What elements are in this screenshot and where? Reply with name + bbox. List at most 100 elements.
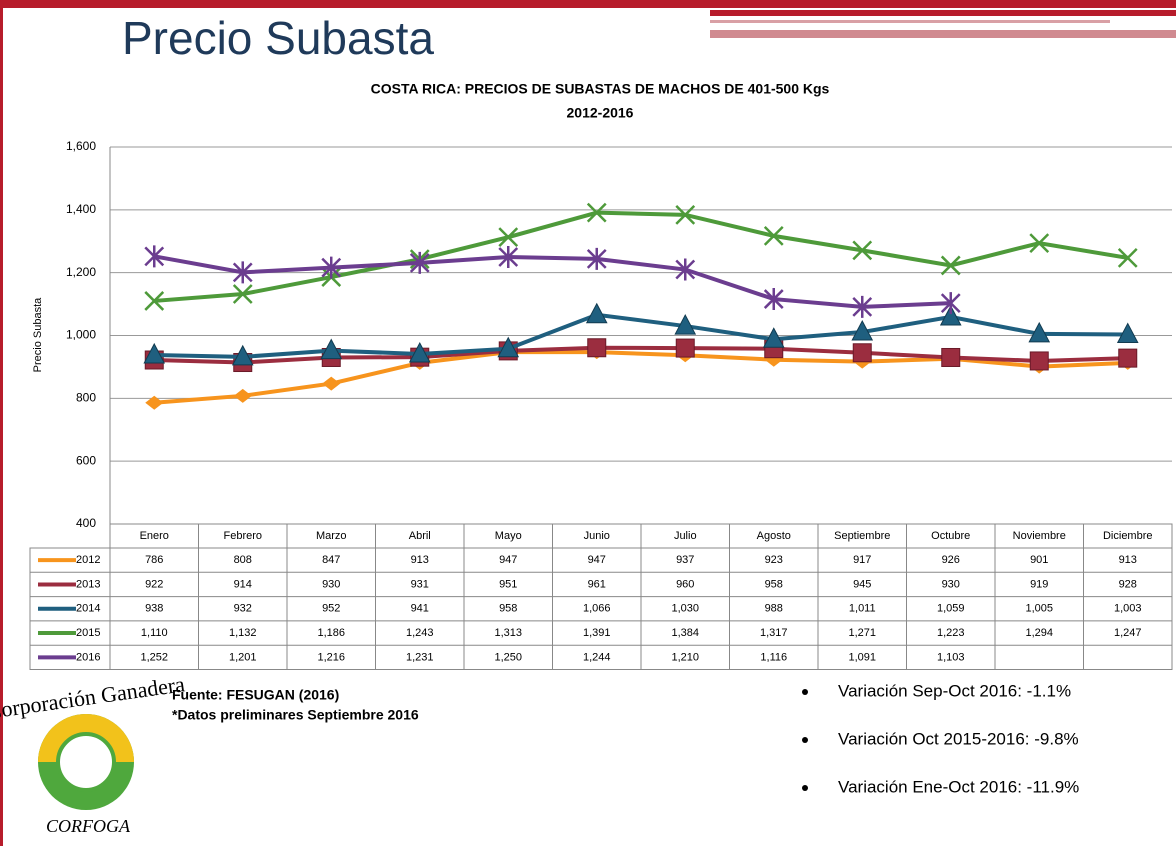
series-line [154,210,1129,303]
x-tick-label: Febrero [223,530,262,542]
source: Fuente: FESUGAN (2016) [172,687,339,703]
table-cell: 1,294 [1025,627,1053,639]
table-cell: 960 [676,578,694,590]
table-cell: 1,110 [141,627,168,639]
table-cell: 1,223 [937,627,965,639]
marker [144,245,165,268]
marker [320,338,343,360]
marker [497,336,520,358]
table-cell: 1,066 [583,603,611,615]
y-axis-label: Precio Subasta [32,297,44,372]
legend-label: 2013 [76,578,100,590]
table-cell: 945 [853,578,871,590]
chart-title: COSTA RICA: PRECIOS DE SUBASTAS DE MACHO… [371,81,830,97]
notes: Variación Sep-Oct 2016: -1.1% Variación O… [802,681,1079,796]
marker [1118,348,1138,368]
bullet [802,785,808,791]
legend-label: 2015 [76,627,100,639]
marker [762,327,785,348]
y-tick-label: 800 [76,391,96,405]
table-cell: 928 [1119,578,1137,590]
table-cell: 1,243 [406,627,434,639]
table-cell: 1,116 [760,651,787,663]
marker [586,202,607,223]
table-cell: 988 [765,603,783,615]
table-cell: 913 [1119,554,1137,566]
y-tick-label: 400 [76,516,96,530]
x-tick-label: Junio [584,530,610,542]
source-note: *Datos preliminares Septiembre 2016 [172,707,419,723]
x-tick-label: Marzo [316,530,347,542]
marker [321,256,342,279]
table-cell: 1,011 [849,603,876,615]
table-cell: 808 [234,554,252,566]
y-tick-label: 1,400 [66,202,96,216]
marker [586,247,607,270]
y-tick-label: 1,000 [66,328,96,342]
marker [232,261,253,284]
x-tick-label: Abril [409,530,431,542]
marker [1028,321,1051,343]
table-cell: 938 [145,603,163,615]
marker [232,284,253,304]
table-cell: 1,201 [229,651,257,663]
marker [322,376,341,391]
series-line [154,312,1128,359]
bullet [802,689,808,695]
left-bar [0,0,3,846]
table-cell: 917 [853,554,871,566]
marker [940,292,961,315]
deco [710,10,1176,16]
table-cell: 961 [588,578,606,590]
note: Variación Sep-Oct 2016: -1.1% [838,681,1071,700]
table-cell: 952 [322,603,340,615]
legend-label: 2014 [76,603,100,615]
marker [498,227,519,248]
x-tick-label: Enero [140,530,169,542]
table-cell: 922 [145,578,163,590]
marker [763,288,784,311]
y-tick-label: 600 [76,453,96,467]
table-cell: 1,132 [229,627,257,639]
table-cell: 1,103 [937,651,965,663]
table-cell: 923 [765,554,783,566]
table-cell: 926 [942,554,960,566]
table-cell: 914 [234,578,252,590]
x-tick-label: Agosto [757,530,791,542]
x-tick-label: Diciembre [1103,530,1153,542]
x-tick-label: Septiembre [834,530,890,542]
table-cell: 1,091 [848,651,876,663]
marker [1029,351,1049,371]
x-tick-label: Octubre [931,530,970,542]
table-cell: 1,244 [583,651,611,663]
marker [144,291,165,311]
marker [675,204,696,225]
table-cell: 1,247 [1114,627,1142,639]
x-tick-label: Mayo [495,530,522,542]
marker [585,302,608,324]
table-cell: 930 [322,578,340,590]
table-cell: 847 [322,554,340,566]
marker [674,314,697,335]
note: Variación Oct 2015-2016: -9.8% [838,729,1079,748]
table-cell: 1,252 [140,651,168,663]
series-line [154,345,1128,365]
marker [1029,233,1050,254]
table-cell: 1,391 [583,627,611,639]
table-cell: 937 [676,554,694,566]
logo-bottom: CORFOGA [46,816,131,836]
y-tick-label: 1,600 [66,139,96,153]
table-cell: 1,030 [671,603,699,615]
marker [231,344,254,366]
marker [852,343,872,363]
table-cell: 1,231 [406,651,434,663]
table-cell: 913 [411,554,429,566]
marker [409,251,430,274]
marker [763,226,784,246]
table-cell: 932 [234,603,252,615]
table-cell: 1,216 [317,651,345,663]
note: Variación Ene-Oct 2016: -11.9% [838,777,1079,796]
deco [710,30,1176,38]
